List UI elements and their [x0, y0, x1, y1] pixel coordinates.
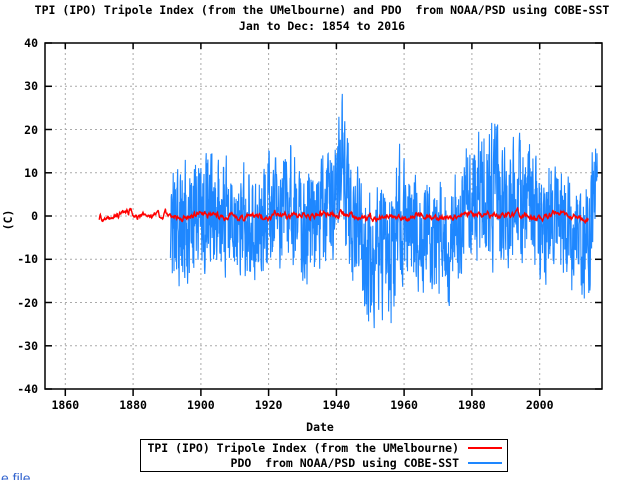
y-tick-label: 40 — [24, 36, 38, 50]
y-tick-label: 0 — [31, 209, 38, 223]
series-tpi-line — [98, 206, 589, 225]
x-tick-label: 1940 — [322, 398, 351, 412]
x-tick-label: 1880 — [119, 398, 147, 412]
footer-link[interactable]: e file — [1, 470, 31, 480]
legend: TPI (IPO) Tripole Index (from the UMelbo… — [140, 439, 508, 472]
x-tick-label: 1920 — [254, 398, 283, 412]
y-axis-label: (C) — [1, 209, 15, 231]
y-tick-label: 30 — [24, 79, 38, 94]
series-pdo-line — [169, 93, 598, 329]
y-tick-label: -40 — [17, 382, 38, 396]
axis-ticks — [45, 42, 602, 396]
x-tick-label: 2000 — [525, 398, 554, 412]
plot-border — [44, 42, 603, 390]
y-tick-label: 20 — [24, 122, 38, 137]
x-axis-label: Date — [306, 420, 334, 434]
x-tick-label: 1860 — [51, 398, 80, 412]
x-tick-label: 1900 — [187, 398, 215, 412]
chart-subtitle: Jan to Dec: 1854 to 2016 — [238, 19, 406, 33]
legend-row-pdo: PDO from NOAA/PSD using COBE-SST — [145, 456, 503, 471]
legend-label-tpi: TPI (IPO) Tripole Index (from the UMelbo… — [147, 441, 459, 455]
x-tick-label: 1980 — [458, 398, 486, 412]
chart-title: TPI (IPO) Tripole Index (from the UMelbo… — [34, 3, 610, 17]
x-tick-label: 1960 — [390, 398, 418, 412]
legend-row-tpi: TPI (IPO) Tripole Index (from the UMelbo… — [145, 441, 503, 456]
y-tick-label: -30 — [17, 338, 38, 353]
legend-label-pdo: PDO from NOAA/PSD using COBE-SST — [230, 456, 459, 470]
y-tick-label: 10 — [24, 165, 38, 180]
legend-line-pdo-icon — [468, 462, 502, 464]
y-tick-label: -10 — [17, 252, 38, 267]
legend-line-tpi-icon — [468, 447, 502, 449]
y-tick-label: -20 — [17, 295, 38, 310]
